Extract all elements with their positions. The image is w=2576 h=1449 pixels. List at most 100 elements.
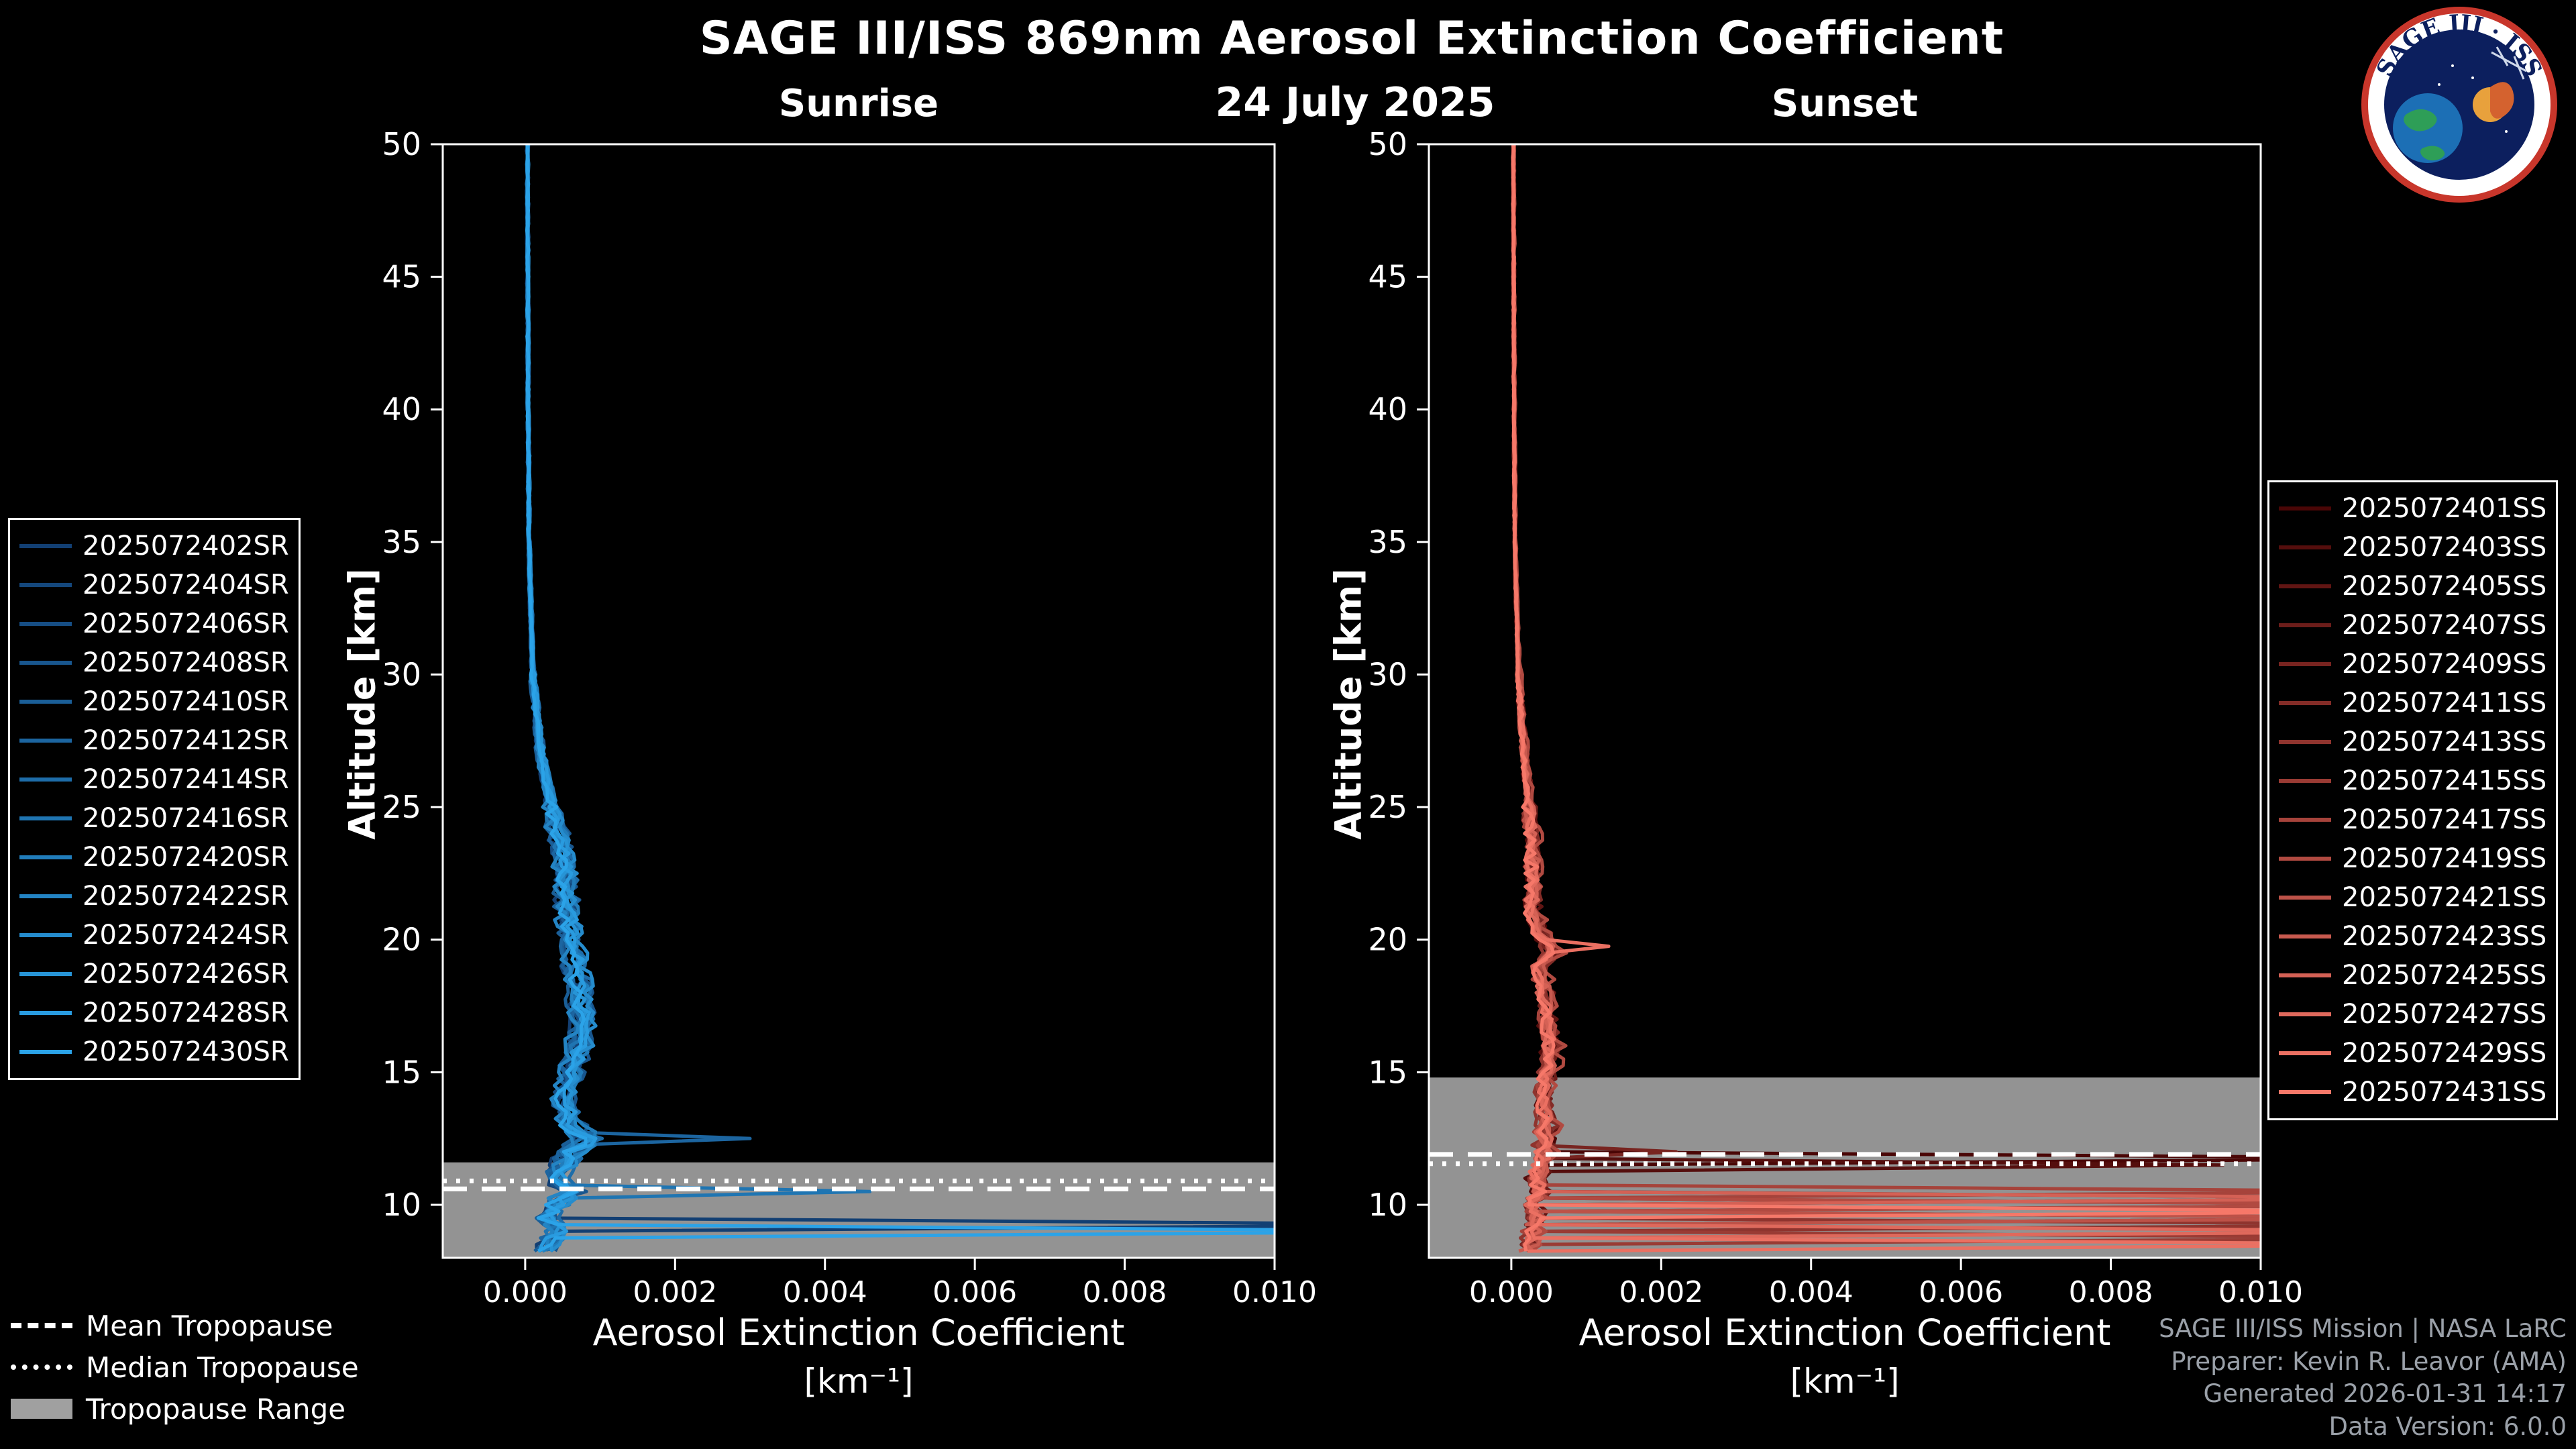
sunset-legend-item: 2025072403SS [2279, 528, 2546, 567]
legend-event-label: 2025072404SR [83, 570, 289, 600]
sunrise-y-tick-label: 40 [382, 391, 421, 427]
legend-color-swatch [2279, 662, 2331, 666]
legend-color-swatch [19, 777, 72, 782]
sunrise-legend: 2025072402SR 2025072404SR 2025072406SR 2025… [8, 518, 301, 1080]
sunset-x-tick-label: 0.006 [1919, 1275, 2003, 1309]
legend-event-label: 2025072402SR [83, 531, 289, 561]
sunrise-profile-2025072412SR [525, 144, 752, 1252]
legend-color-swatch [19, 583, 72, 587]
legend-color-swatch [19, 622, 72, 626]
sunset-legend-item: 2025072413SS [2279, 722, 2546, 761]
legend-event-label: 2025072426SR [83, 959, 289, 989]
legend-event-label: 2025072408SR [83, 647, 289, 678]
median-tropopause-line-sample [11, 1364, 72, 1370]
sunrise-legend-item: 2025072428SR [19, 994, 289, 1032]
sunset-legend-item: 2025072425SS [2279, 956, 2546, 995]
footer-credits: SAGE III/ISS Mission | NASA LaRC Prepare… [2159, 1313, 2567, 1444]
legend-event-label: 2025072421SS [2342, 882, 2547, 913]
sunset-y-tick-label: 40 [1368, 391, 1407, 427]
footer-mission: SAGE III/ISS Mission | NASA LaRC [2159, 1313, 2567, 1343]
legend-event-label: 2025072425SS [2342, 960, 2547, 991]
legend-event-label: 2025072431SS [2342, 1077, 2547, 1108]
sunset-y-tick-label: 10 [1368, 1187, 1407, 1223]
mean-tropopause-line-sample [11, 1323, 72, 1328]
sunset-y-axis-label: Altitude [km] [1327, 568, 1370, 840]
legend-color-swatch [19, 894, 72, 898]
legend-event-label: 2025072419SS [2342, 843, 2547, 874]
sunset-x-axis-units: [km⁻¹] [1790, 1362, 1900, 1401]
legend-event-label: 2025072407SS [2342, 610, 2547, 641]
legend-event-label: 2025072412SR [83, 725, 289, 756]
legend-event-label: 2025072409SS [2342, 649, 2547, 680]
sunrise-y-tick-label: 20 [382, 922, 421, 958]
legend-color-swatch [19, 972, 72, 976]
sunrise-y-axis-label: Altitude [km] [341, 568, 384, 840]
sunset-x-tick-label: 0.002 [1619, 1275, 1703, 1309]
sunrise-x-tick-label: 0.004 [783, 1275, 867, 1309]
sunrise-legend-item: 2025072404SR [19, 566, 289, 604]
sunrise-x-tick-label: 0.000 [483, 1275, 568, 1309]
legend-color-swatch [19, 700, 72, 704]
sunset-y-tick-label: 30 [1368, 656, 1407, 692]
sunset-legend-item: 2025072427SS [2279, 995, 2546, 1034]
sunset-legend-item: 2025072421SS [2279, 878, 2546, 917]
sunrise-legend-item: 2025072416SR [19, 799, 289, 838]
sunrise-y-tick-label: 15 [382, 1054, 421, 1090]
legend-color-swatch [2279, 1090, 2331, 1094]
legend-event-label: 2025072429SS [2342, 1038, 2547, 1069]
sunset-x-tick-label: 0.010 [2218, 1275, 2303, 1309]
sunrise-y-tick-label: 50 [382, 126, 421, 162]
median-tropopause-legend-item: Median Tropopause [11, 1346, 359, 1388]
legend-event-label: 2025072406SR [83, 608, 289, 639]
legend-color-swatch [19, 739, 72, 743]
sunset-legend-item: 2025072431SS [2279, 1073, 2546, 1112]
legend-event-label: 2025072413SS [2342, 727, 2547, 757]
sunrise-x-tick-label: 0.008 [1083, 1275, 1167, 1309]
legend-event-label: 2025072430SR [83, 1036, 289, 1067]
median-tropopause-label: Median Tropopause [86, 1350, 359, 1384]
legend-color-swatch [19, 1011, 72, 1015]
sunset-legend-item: 2025072417SS [2279, 800, 2546, 839]
legend-event-label: 2025072405SS [2342, 571, 2547, 602]
sunrise-y-tick-label: 25 [382, 789, 421, 825]
sunset-y-tick-label: 45 [1368, 259, 1407, 295]
legend-color-swatch [2279, 896, 2331, 900]
sage-iss-logo: SAGE III · ISS NASA LANGLEY RESEARCH CEN… [2361, 7, 2557, 203]
sunrise-legend-item: 2025072406SR [19, 604, 289, 643]
sunrise-tropopause-range-band [443, 1162, 1275, 1258]
sunrise-profile-2025072416SR [525, 144, 872, 1253]
legend-color-swatch [2279, 779, 2331, 783]
tropopause-range-legend-item: Tropopause Range [11, 1388, 359, 1430]
sunset-legend-item: 2025072415SS [2279, 761, 2546, 800]
sunrise-profile-2025072430SR [525, 144, 1275, 1253]
legend-color-swatch [2279, 740, 2331, 744]
legend-event-label: 2025072411SS [2342, 688, 2547, 718]
sunrise-x-axis-units: [km⁻¹] [804, 1362, 914, 1401]
legend-event-label: 2025072401SS [2342, 493, 2547, 524]
sunset-legend-item: 2025072423SS [2279, 917, 2546, 956]
page-title: SAGE III/ISS 869nm Aerosol Extinction Co… [699, 12, 2004, 65]
sunrise-legend-item: 2025072410SR [19, 682, 289, 721]
tropopause-range-label: Tropopause Range [86, 1392, 346, 1426]
legend-event-label: 2025072414SR [83, 764, 289, 795]
legend-color-swatch [19, 816, 72, 820]
legend-event-label: 2025072416SR [83, 803, 289, 834]
mean-tropopause-legend-item: Mean Tropopause [11, 1305, 359, 1346]
sunset-y-tick-label: 35 [1368, 524, 1407, 560]
sunset-legend-item: 2025072429SS [2279, 1034, 2546, 1073]
sunrise-y-tick-label: 10 [382, 1187, 421, 1223]
legend-color-swatch [2279, 623, 2331, 627]
legend-color-swatch [19, 933, 72, 937]
legend-event-label: 2025072422SR [83, 881, 289, 912]
sunset-legend-item: 2025072411SS [2279, 684, 2546, 722]
date-subtitle: 24 July 2025 [1215, 79, 1495, 126]
legend-event-label: 2025072417SS [2342, 804, 2547, 835]
sunrise-x-tick-label: 0.010 [1232, 1275, 1317, 1309]
sunset-x-tick-label: 0.000 [1469, 1275, 1554, 1309]
legend-event-label: 2025072428SR [83, 998, 289, 1028]
sunrise-legend-item: 2025072414SR [19, 760, 289, 799]
sunset-legend-item: 2025072419SS [2279, 839, 2546, 878]
logo-iss [2491, 46, 2527, 80]
sunset-x-tick-label: 0.004 [1769, 1275, 1854, 1309]
sunrise-legend-item: 2025072412SR [19, 721, 289, 760]
